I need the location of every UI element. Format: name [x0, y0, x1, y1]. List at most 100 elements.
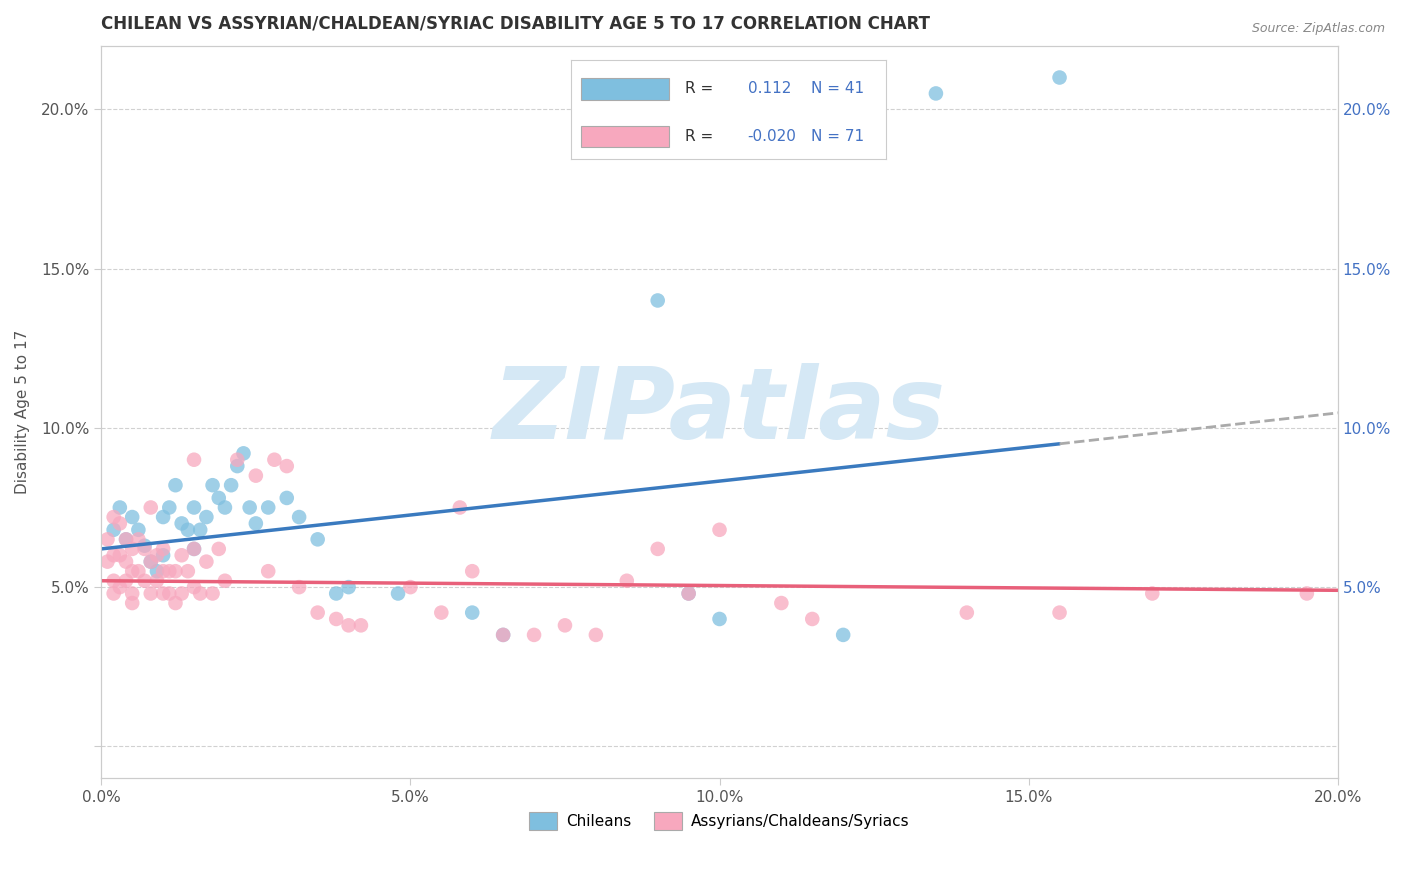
Point: [157, 500, 180, 515]
Point: [263, 452, 285, 467]
Point: [214, 500, 236, 515]
Point: [337, 580, 360, 594]
Text: CHILEAN VS ASSYRIAN/CHALDEAN/SYRIAC DISABILITY AGE 5 TO 17 CORRELATION CHART: CHILEAN VS ASSYRIAN/CHALDEAN/SYRIAC DISA…: [101, 15, 931, 33]
Point: [139, 586, 162, 600]
Point: [121, 541, 143, 556]
Text: ZIPatlas: ZIPatlas: [494, 363, 946, 460]
Point: [157, 564, 180, 578]
Point: [554, 618, 576, 632]
Point: [288, 510, 311, 524]
Point: [152, 549, 174, 563]
Point: [214, 574, 236, 588]
Point: [115, 555, 138, 569]
Point: [325, 612, 347, 626]
Point: [449, 500, 471, 515]
Point: [925, 87, 948, 101]
Point: [257, 500, 280, 515]
Point: [152, 586, 174, 600]
Point: [139, 555, 162, 569]
Point: [183, 580, 205, 594]
Point: [108, 500, 131, 515]
Point: [152, 510, 174, 524]
Point: [585, 628, 607, 642]
Point: [188, 523, 211, 537]
Point: [152, 564, 174, 578]
Point: [678, 586, 700, 600]
Point: [115, 533, 138, 547]
Point: [146, 574, 169, 588]
Point: [461, 606, 484, 620]
Point: [170, 549, 193, 563]
Point: [523, 628, 546, 642]
Text: Source: ZipAtlas.com: Source: ZipAtlas.com: [1251, 22, 1385, 36]
Point: [195, 555, 218, 569]
Point: [307, 533, 329, 547]
Point: [257, 564, 280, 578]
Point: [152, 541, 174, 556]
Point: [183, 541, 205, 556]
Point: [115, 574, 138, 588]
Point: [678, 586, 700, 600]
Point: [146, 564, 169, 578]
Point: [226, 452, 249, 467]
Point: [461, 564, 484, 578]
Y-axis label: Disability Age 5 to 17: Disability Age 5 to 17: [15, 330, 30, 494]
Point: [616, 574, 638, 588]
Point: [146, 549, 169, 563]
Point: [103, 523, 125, 537]
Point: [1142, 586, 1164, 600]
Point: [170, 586, 193, 600]
Point: [188, 586, 211, 600]
Point: [201, 478, 224, 492]
Point: [96, 533, 118, 547]
Point: [226, 459, 249, 474]
Point: [103, 549, 125, 563]
Point: [183, 452, 205, 467]
Point: [127, 564, 149, 578]
Point: [325, 586, 347, 600]
Point: [134, 539, 156, 553]
Point: [201, 586, 224, 600]
Point: [115, 533, 138, 547]
Point: [1295, 586, 1317, 600]
Point: [832, 628, 855, 642]
Point: [139, 500, 162, 515]
Point: [709, 523, 731, 537]
Point: [219, 478, 242, 492]
Point: [108, 516, 131, 531]
Point: [127, 523, 149, 537]
Point: [170, 516, 193, 531]
Point: [647, 293, 669, 308]
Point: [399, 580, 422, 594]
Point: [165, 596, 187, 610]
Point: [165, 478, 187, 492]
Point: [430, 606, 453, 620]
Point: [195, 510, 218, 524]
Point: [121, 586, 143, 600]
Point: [157, 586, 180, 600]
Point: [387, 586, 409, 600]
Point: [177, 523, 200, 537]
Point: [239, 500, 262, 515]
Point: [245, 468, 267, 483]
Point: [134, 541, 156, 556]
Point: [103, 510, 125, 524]
Point: [276, 491, 298, 505]
Point: [801, 612, 824, 626]
Point: [134, 574, 156, 588]
Point: [127, 533, 149, 547]
Point: [770, 596, 793, 610]
Point: [183, 500, 205, 515]
Point: [103, 586, 125, 600]
Point: [177, 564, 200, 578]
Point: [307, 606, 329, 620]
Point: [121, 596, 143, 610]
Point: [103, 574, 125, 588]
Point: [208, 541, 231, 556]
Point: [492, 628, 515, 642]
Point: [108, 580, 131, 594]
Point: [208, 491, 231, 505]
Point: [276, 459, 298, 474]
Point: [96, 555, 118, 569]
Point: [183, 541, 205, 556]
